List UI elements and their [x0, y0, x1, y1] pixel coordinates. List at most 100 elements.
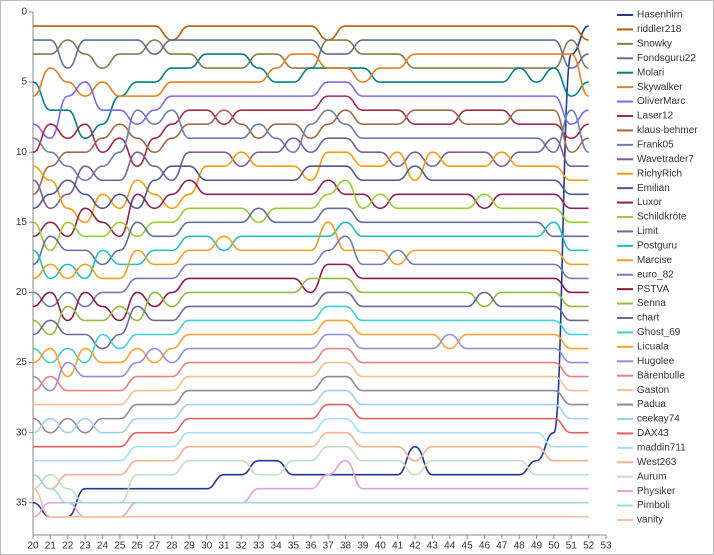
- x-tick-label: 23: [80, 541, 92, 552]
- series-line: [32, 263, 589, 322]
- legend-label: Hasenhirn: [637, 10, 683, 21]
- x-tick-label: 37: [323, 541, 335, 552]
- legend-label: OliverMarc: [637, 96, 685, 107]
- series-line: [32, 179, 589, 252]
- series-line: [32, 291, 589, 350]
- y-tick-label: 10: [16, 147, 28, 158]
- legend-label: RichyRich: [637, 168, 682, 179]
- legend-label: Postguru: [637, 240, 677, 251]
- legend-label: Frank05: [637, 139, 674, 150]
- series-line: [32, 305, 589, 364]
- x-tick-label: 44: [444, 541, 456, 552]
- legend-label: Hugolee: [637, 356, 675, 367]
- x-tick-label: 35: [288, 541, 300, 552]
- legend-label: Bärenbulle: [637, 370, 685, 381]
- x-tick-label: 31: [218, 541, 230, 552]
- series-line: [32, 221, 589, 280]
- x-tick-label: 42: [409, 541, 421, 552]
- series-line: [32, 235, 589, 308]
- x-tick-label: 48: [514, 541, 526, 552]
- x-tick-label: 52: [583, 541, 595, 552]
- legend-label: Aurum: [637, 471, 666, 482]
- legend-label: Wavetrader7: [637, 154, 694, 165]
- legend-label: euro_82: [637, 269, 674, 280]
- x-tick-label: 39: [357, 541, 369, 552]
- series-line: [32, 333, 589, 392]
- legend-label: Snowky: [637, 38, 672, 49]
- series-line: [32, 53, 590, 97]
- legend-label: Limit: [637, 226, 658, 237]
- legend-label: Padua: [637, 399, 666, 410]
- x-tick-label: 30: [201, 541, 213, 552]
- x-tick-label: 47: [496, 541, 508, 552]
- x-tick-label: 38: [340, 541, 352, 552]
- series-line: [32, 165, 589, 210]
- y-tick-label: 5: [21, 77, 27, 88]
- series-line: [32, 347, 589, 392]
- series-line: [32, 417, 589, 462]
- legend-label: Molari: [637, 67, 664, 78]
- legend-label: chart: [637, 313, 659, 324]
- series-line: [33, 25, 589, 41]
- x-tick-label: 49: [531, 541, 543, 552]
- legend-label: riddler218: [637, 24, 682, 35]
- legend-label: Emilian: [637, 183, 670, 194]
- x-tick-label: 26: [132, 541, 144, 552]
- series-line: [32, 81, 589, 139]
- x-tick-label: 36: [305, 541, 317, 552]
- series-line: [32, 487, 589, 518]
- series-line: [32, 137, 589, 210]
- x-tick-label: 40: [375, 541, 387, 552]
- x-tick-label: 46: [479, 541, 491, 552]
- x-tick-label: 53: [600, 541, 612, 552]
- x-tick-label: 22: [62, 541, 74, 552]
- x-tick-label: 45: [462, 541, 474, 552]
- legend-label: ceekay74: [637, 414, 680, 425]
- x-tick-label: 25: [114, 541, 126, 552]
- legend-label: Schildkröte: [637, 212, 687, 223]
- series-line: [32, 431, 589, 490]
- series-line: [32, 207, 589, 266]
- series-line: [32, 277, 589, 336]
- x-tick-label: 33: [253, 541, 265, 552]
- legend-label: DAX43: [637, 428, 669, 439]
- x-tick-label: 41: [392, 541, 404, 552]
- legend-label: Pimboli: [637, 500, 670, 511]
- series-line: [33, 39, 589, 69]
- x-tick-label: 50: [548, 541, 560, 552]
- legend-label: Laser12: [637, 111, 674, 122]
- legend-label: Luxor: [637, 197, 663, 208]
- legend-label: Licuala: [637, 341, 669, 352]
- y-tick-label: 35: [16, 497, 28, 508]
- legend-label: West263: [637, 457, 677, 468]
- x-tick-label: 43: [427, 541, 439, 552]
- y-tick-label: 0: [21, 7, 27, 18]
- series-line: [32, 375, 589, 434]
- series-line: [33, 403, 589, 448]
- x-tick-label: 27: [149, 541, 161, 552]
- series-line: [32, 151, 589, 224]
- legend-label: PSTVA: [637, 284, 669, 295]
- x-tick-label: 29: [184, 541, 196, 552]
- series-line: [32, 389, 589, 434]
- series-line: [32, 473, 589, 504]
- series-line: [32, 319, 589, 378]
- x-tick-label: 21: [45, 541, 57, 552]
- series-line: [32, 179, 589, 238]
- legend-label: Gaston: [637, 385, 669, 396]
- legend-label: Senna: [637, 298, 666, 309]
- y-tick-label: 15: [16, 217, 28, 228]
- legend-label: maddin711: [637, 442, 686, 453]
- legend-label: vanity: [637, 515, 663, 526]
- series-line: [32, 53, 589, 139]
- series-line: [32, 459, 589, 518]
- legend-label: Marcise: [637, 255, 672, 266]
- x-tick-label: 34: [271, 541, 283, 552]
- x-tick-label: 51: [566, 541, 578, 552]
- legend-label: Physiker: [637, 486, 676, 497]
- x-tick-label: 28: [166, 541, 178, 552]
- y-tick-label: 30: [16, 427, 28, 438]
- series-line: [32, 109, 590, 182]
- legend-label: Fondsguru22: [637, 53, 696, 64]
